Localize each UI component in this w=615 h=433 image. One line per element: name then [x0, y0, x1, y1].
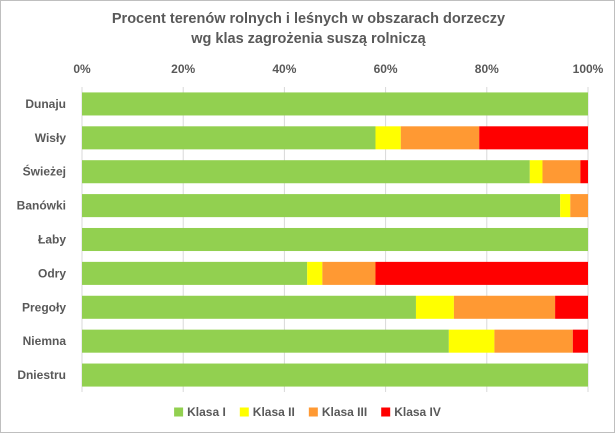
x-tick-label: 20% — [171, 62, 195, 76]
y-tick-label: Odry — [38, 266, 66, 280]
bar-segment-1 — [82, 194, 561, 218]
legend-item: Klasa III — [308, 405, 367, 419]
bar-segment-3 — [400, 126, 480, 150]
y-tick-label: Dunaju — [25, 97, 66, 111]
legend-swatch — [174, 407, 184, 417]
legend-item: Klasa I — [174, 405, 226, 419]
legend-label: Klasa III — [322, 405, 367, 419]
bar-segment-1 — [82, 329, 449, 353]
bar-segment-1 — [82, 295, 416, 319]
bar-segment-4 — [555, 295, 588, 319]
legend: Klasa I Klasa II Klasa III Klasa IV — [174, 405, 441, 419]
bar-segment-2 — [560, 194, 571, 218]
y-tick-label: Niemna — [23, 334, 67, 348]
y-tick-label: Dniestru — [17, 368, 66, 382]
bar-segment-1 — [82, 160, 530, 184]
bar-segment-4 — [375, 261, 588, 285]
bar-segment-2 — [529, 160, 543, 184]
chart-title: Procent terenów rolnych i leśnych w obsz… — [1, 9, 615, 49]
legend-swatch — [239, 407, 249, 417]
bar-segment-3 — [453, 295, 556, 319]
y-tick-label: Łaby — [38, 233, 66, 247]
bar-segment-4 — [580, 160, 588, 184]
bar-segment-4 — [572, 329, 588, 353]
x-tick-label: 80% — [475, 62, 499, 76]
chart-title-line-1: Procent terenów rolnych i leśnych w obsz… — [111, 11, 506, 27]
legend-swatch — [308, 407, 318, 417]
bar-segment-3 — [494, 329, 573, 353]
bar-segment-1 — [82, 363, 588, 387]
y-tick-label: Pregoły — [22, 300, 66, 314]
x-tick-label: 40% — [272, 62, 296, 76]
x-tick-label: 60% — [374, 62, 398, 76]
bar-segment-3 — [570, 194, 588, 218]
y-tick-label: Świeżej — [23, 164, 66, 179]
y-tick-label: Banówki — [17, 199, 66, 213]
x-tick-label: 0% — [73, 62, 91, 76]
legend-label: Klasa I — [187, 405, 226, 419]
bar-segment-1 — [82, 92, 588, 116]
bar-segment-2 — [375, 126, 401, 150]
chart-title-line-2: wg klas zagrożenia suszą rolniczą — [191, 31, 426, 47]
bar-segment-3 — [322, 261, 376, 285]
bar-segment-3 — [542, 160, 581, 184]
x-axis-ticks: 0% 20% 40% 60% 80% 100% — [73, 62, 603, 76]
bar-segment-1 — [82, 261, 308, 285]
bar-segment-2 — [448, 329, 495, 353]
legend-label: Klasa II — [253, 405, 295, 419]
y-axis-ticks: Dunaju Wisły Świeżej Banówki Łaby Odry Pregoły… — [17, 97, 67, 382]
bars — [82, 92, 588, 387]
bar-segment-1 — [82, 227, 588, 252]
legend-swatch — [381, 407, 391, 417]
legend-item: Klasa IV — [381, 405, 441, 419]
legend-item: Klasa II — [239, 405, 295, 419]
bar-segment-4 — [479, 126, 588, 150]
bar-segment-2 — [415, 295, 454, 319]
legend-label: Klasa IV — [394, 405, 441, 419]
bar-segment-1 — [82, 126, 376, 150]
bar-segment-2 — [307, 261, 323, 285]
x-tick-label: 100% — [573, 62, 604, 76]
y-tick-label: Wisły — [35, 131, 67, 145]
